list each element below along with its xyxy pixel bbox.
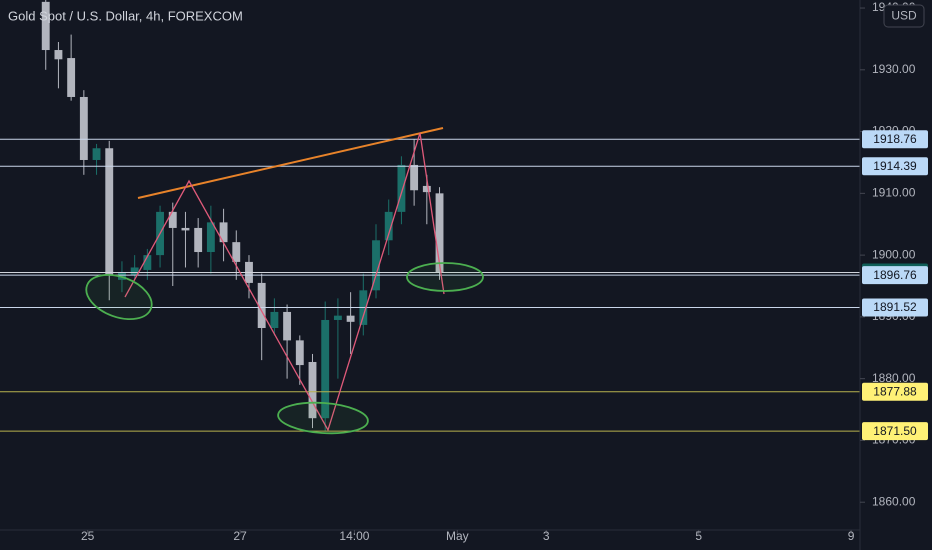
candle-body	[270, 311, 279, 329]
price-level-badge	[862, 298, 928, 317]
price-level-label: 1891.52	[873, 300, 917, 314]
price-level-label: 1871.50	[873, 424, 917, 438]
candle-body	[181, 227, 190, 231]
candle-body	[283, 311, 292, 341]
chart-title: Gold Spot / U.S. Dollar, 4h, FOREXCOM	[8, 8, 243, 23]
price-level-badge	[862, 382, 928, 401]
x-tick-label: 3	[543, 529, 550, 543]
y-tick-label: 1910.00	[872, 186, 916, 200]
zigzag	[124, 132, 445, 432]
x-tick-label: May	[446, 529, 469, 543]
candle-body	[397, 164, 406, 212]
price-level-badge	[862, 130, 928, 149]
currency-button[interactable]	[883, 4, 925, 28]
drawings	[85, 127, 484, 435]
price-level-badge	[862, 266, 928, 285]
candle-body	[194, 227, 203, 253]
candle-body	[435, 193, 444, 273]
candle-body	[372, 240, 380, 291]
candle-body	[79, 96, 88, 160]
candle-body	[130, 267, 139, 275]
candle-body	[333, 315, 342, 320]
candle-body	[384, 211, 393, 241]
x-tick-label: 9	[848, 529, 855, 543]
candle-body	[219, 222, 228, 243]
candle-body	[105, 148, 114, 275]
candle-body	[308, 361, 317, 419]
y-tick-label: 1880.00	[872, 371, 916, 385]
y-tick-label: 1900.00	[872, 247, 916, 261]
price-level-label: 1877.88	[873, 384, 917, 398]
highlight-ellipse	[85, 273, 153, 321]
currency-label[interactable]: USD	[891, 9, 917, 23]
y-tick-label: 1860.00	[872, 494, 916, 508]
candle-body	[346, 315, 355, 322]
candle-body	[92, 148, 101, 160]
y-tick-label: 1930.00	[872, 62, 916, 76]
x-tick-label: 25	[81, 529, 95, 543]
price-level-label: 1896.76	[873, 268, 917, 282]
candle-body	[168, 211, 177, 228]
candle-body	[422, 185, 431, 193]
candle-body	[410, 164, 419, 191]
candle-body	[143, 255, 152, 270]
candle-body	[295, 340, 304, 366]
x-tick-label: 14:00	[339, 529, 369, 543]
price-level-badge	[862, 157, 928, 176]
candle-body	[41, 1, 50, 51]
axes: 1860.001870.001880.001890.001900.001910.…	[81, 0, 928, 543]
candle-body	[206, 222, 215, 253]
candle-body	[232, 242, 241, 262]
price-level-badge	[862, 422, 928, 441]
candle-body	[321, 319, 330, 419]
x-tick-label: 5	[695, 529, 702, 543]
plot	[0, 0, 860, 432]
price-level-label: 1918.76	[873, 132, 917, 146]
trend-line	[137, 127, 444, 199]
x-tick-label: 27	[233, 529, 247, 543]
highlight-ellipse	[277, 401, 369, 435]
price-level-label: 1914.39	[873, 159, 917, 173]
candle-body	[257, 282, 266, 329]
candle-body	[54, 50, 63, 60]
highlight-ellipse	[406, 262, 484, 292]
candle-body	[67, 58, 76, 97]
